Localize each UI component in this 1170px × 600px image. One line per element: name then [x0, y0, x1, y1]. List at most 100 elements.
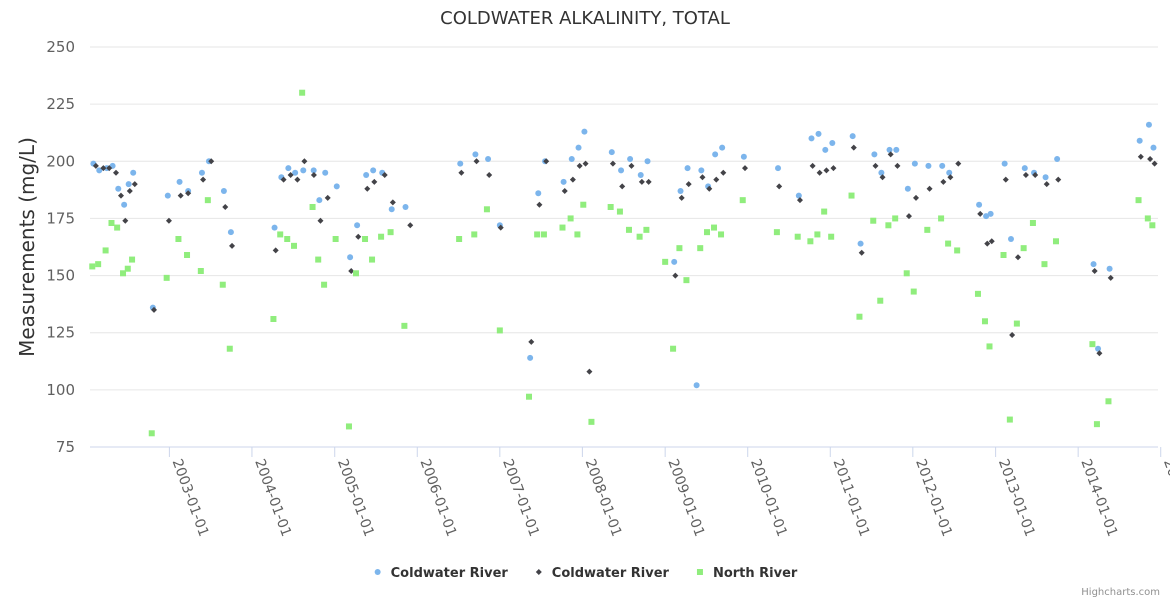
data-point[interactable]	[638, 178, 645, 185]
data-point[interactable]	[645, 178, 652, 185]
data-point[interactable]	[879, 174, 886, 181]
data-point[interactable]	[567, 215, 574, 222]
data-point[interactable]	[200, 176, 207, 183]
data-point[interactable]	[92, 162, 99, 169]
data-point[interactable]	[540, 231, 547, 238]
data-point[interactable]	[1135, 197, 1142, 204]
data-point[interactable]	[458, 169, 465, 176]
data-point[interactable]	[528, 338, 535, 345]
data-point[interactable]	[345, 423, 352, 430]
data-point[interactable]	[317, 217, 324, 224]
data-point[interactable]	[850, 144, 857, 151]
data-point[interactable]	[828, 233, 835, 240]
data-point[interactable]	[887, 151, 894, 158]
data-point[interactable]	[977, 210, 984, 217]
data-point[interactable]	[534, 231, 541, 238]
data-point[interactable]	[125, 181, 132, 188]
data-point[interactable]	[699, 174, 706, 181]
data-point[interactable]	[163, 274, 170, 281]
data-point[interactable]	[1043, 181, 1050, 188]
data-point[interactable]	[609, 160, 616, 167]
data-point[interactable]	[291, 242, 298, 249]
data-point[interactable]	[378, 233, 385, 240]
data-point[interactable]	[870, 217, 877, 224]
data-point[interactable]	[976, 201, 983, 208]
data-point[interactable]	[126, 188, 133, 194]
data-point[interactable]	[829, 140, 836, 146]
data-point[interactable]	[773, 229, 780, 236]
data-point[interactable]	[628, 162, 635, 169]
data-point[interactable]	[856, 313, 863, 320]
data-point[interactable]	[115, 185, 122, 192]
data-point[interactable]	[1041, 261, 1048, 268]
data-point[interactable]	[151, 306, 158, 313]
data-point[interactable]	[885, 222, 892, 229]
data-point[interactable]	[1006, 416, 1013, 423]
data-point[interactable]	[185, 190, 192, 197]
data-point[interactable]	[277, 231, 284, 238]
data-point[interactable]	[113, 169, 120, 176]
data-point[interactable]	[1137, 153, 1144, 160]
data-point[interactable]	[808, 135, 815, 142]
data-point[interactable]	[816, 169, 823, 176]
data-point[interactable]	[910, 288, 917, 295]
data-point[interactable]	[310, 167, 317, 174]
data-point[interactable]	[222, 204, 229, 210]
data-point[interactable]	[1136, 137, 1143, 144]
data-point[interactable]	[981, 318, 988, 325]
data-point[interactable]	[208, 158, 215, 165]
data-point[interactable]	[388, 206, 395, 213]
data-point[interactable]	[643, 226, 650, 233]
data-point[interactable]	[1013, 320, 1020, 327]
data-point[interactable]	[1089, 341, 1096, 348]
data-point[interactable]	[713, 176, 720, 183]
data-point[interactable]	[924, 226, 931, 233]
data-point[interactable]	[229, 242, 236, 249]
data-point[interactable]	[271, 224, 278, 231]
data-point[interactable]	[576, 162, 583, 169]
data-point[interactable]	[1052, 238, 1059, 245]
data-point[interactable]	[912, 194, 919, 201]
data-point[interactable]	[1020, 245, 1027, 252]
data-point[interactable]	[322, 169, 329, 176]
data-point[interactable]	[316, 197, 323, 204]
data-point[interactable]	[814, 231, 821, 238]
data-point[interactable]	[644, 158, 651, 165]
data-point[interactable]	[106, 165, 113, 172]
data-point[interactable]	[402, 204, 409, 210]
data-point[interactable]	[678, 194, 685, 201]
data-point[interactable]	[1105, 398, 1112, 405]
data-point[interactable]	[618, 167, 625, 174]
data-point[interactable]	[848, 192, 855, 199]
data-point[interactable]	[177, 192, 184, 199]
data-point[interactable]	[352, 270, 359, 277]
data-point[interactable]	[526, 393, 533, 400]
data-point[interactable]	[131, 181, 138, 188]
data-point[interactable]	[1022, 172, 1029, 178]
data-point[interactable]	[616, 208, 623, 215]
data-point[interactable]	[226, 345, 233, 352]
data-point[interactable]	[625, 226, 632, 233]
data-point[interactable]	[575, 144, 582, 151]
data-point[interactable]	[1042, 174, 1049, 181]
data-point[interactable]	[220, 188, 227, 194]
data-point[interactable]	[676, 245, 683, 252]
data-point[interactable]	[407, 222, 414, 229]
data-point[interactable]	[486, 172, 493, 178]
data-point[interactable]	[857, 240, 864, 247]
data-point[interactable]	[697, 245, 704, 252]
data-point[interactable]	[581, 128, 588, 135]
data-point[interactable]	[740, 153, 747, 160]
data-point[interactable]	[893, 146, 900, 153]
data-point[interactable]	[485, 156, 492, 162]
data-point[interactable]	[369, 256, 376, 263]
data-point[interactable]	[165, 217, 172, 224]
data-point[interactable]	[333, 183, 340, 190]
data-point[interactable]	[823, 167, 830, 174]
data-point[interactable]	[672, 272, 679, 279]
data-point[interactable]	[184, 252, 191, 258]
data-point[interactable]	[1054, 156, 1061, 162]
data-point[interactable]	[794, 233, 801, 240]
data-point[interactable]	[987, 210, 994, 217]
data-point[interactable]	[1151, 160, 1158, 167]
